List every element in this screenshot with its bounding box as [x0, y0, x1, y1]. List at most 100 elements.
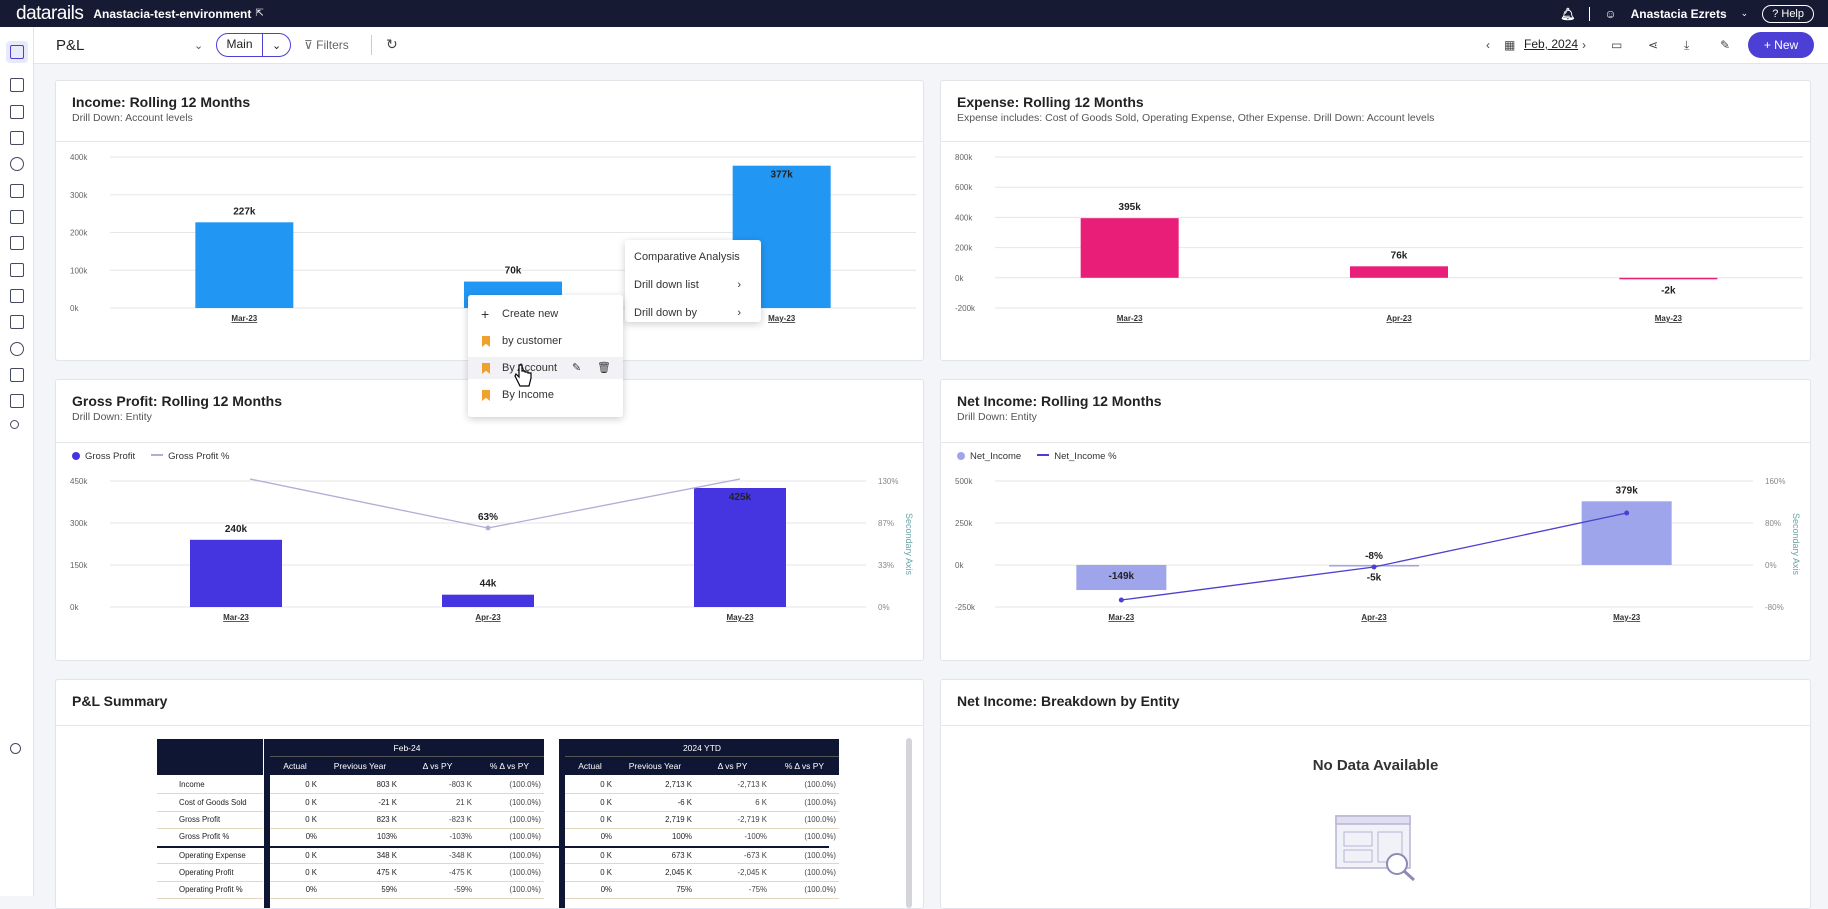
- saved-drill-item[interactable]: by customer: [468, 330, 623, 352]
- panel-title: Income: Rolling 12 Months: [72, 94, 251, 110]
- table-icon[interactable]: [10, 315, 24, 329]
- chevron-right-icon: ›: [737, 279, 741, 291]
- gear-icon[interactable]: [10, 342, 24, 356]
- saved-drill-item[interactable]: By Income: [468, 384, 623, 406]
- document-icon[interactable]: [10, 263, 24, 277]
- dollar-icon[interactable]: [10, 157, 24, 171]
- pencil-icon[interactable]: ✎: [572, 362, 582, 374]
- table-scrollbar[interactable]: [906, 738, 912, 908]
- column-divider: [559, 739, 565, 908]
- chart-bar[interactable]: [1080, 218, 1179, 278]
- comment-icon[interactable]: ▭: [1611, 38, 1623, 52]
- period-selector[interactable]: Feb, 2024: [1524, 37, 1579, 51]
- table-cell: 0 K: [270, 811, 320, 829]
- menu-item-comparative-analysis[interactable]: Comparative Analysis: [625, 246, 761, 268]
- table-cell: 103%: [320, 828, 400, 847]
- chart-bar[interactable]: [1076, 565, 1167, 591]
- table-cell: -75%: [695, 881, 770, 899]
- data-label: 425k: [729, 492, 752, 503]
- external-link-icon[interactable]: ⇱: [255, 8, 264, 19]
- chevron-left-icon[interactable]: ‹: [1486, 38, 1490, 52]
- menu-item-label: By Income: [502, 389, 554, 401]
- table-cell: -475 K: [400, 863, 475, 882]
- refresh-icon[interactable]: ↻: [386, 36, 398, 52]
- chart-bar[interactable]: [1350, 266, 1448, 278]
- menu-item-drill-down-by[interactable]: Drill down by ›: [625, 302, 761, 324]
- chevron-down-icon[interactable]: ⌄: [1740, 8, 1749, 18]
- saved-drill-item[interactable]: By Account ✎ 🗑︎: [468, 357, 623, 379]
- clipboard-icon[interactable]: [10, 105, 24, 119]
- presentation-icon[interactable]: [10, 236, 24, 250]
- legend-item[interactable]: Gross Profit %: [151, 451, 229, 462]
- page-title[interactable]: P&L: [56, 37, 85, 54]
- folder-icon[interactable]: [10, 131, 24, 145]
- table-cell: (100.0%): [770, 776, 839, 794]
- calendar-icon[interactable]: ▦: [1504, 38, 1516, 52]
- money-icon[interactable]: [10, 289, 24, 303]
- panel-subtitle: Expense includes: Cost of Goods Sold, Op…: [957, 112, 1435, 124]
- share-icon[interactable]: ⋖: [1648, 38, 1659, 52]
- y-tick-label: 400k: [955, 213, 973, 222]
- user-icon[interactable]: ☺: [1604, 6, 1617, 21]
- bell-icon[interactable]: 🔔︎: [1560, 6, 1576, 21]
- table-cell: (100.0%): [770, 828, 839, 847]
- legend-item[interactable]: Net_Income %: [1037, 451, 1117, 462]
- file-icon[interactable]: [10, 368, 24, 382]
- sidebar-active-highlight: [6, 41, 28, 63]
- no-data-message: No Data Available: [1312, 757, 1439, 774]
- table-cell: (100.0%): [475, 846, 544, 864]
- table-cell: 100%: [615, 828, 695, 847]
- chevron-down-icon[interactable]: ⌄: [272, 39, 282, 52]
- chart-bar[interactable]: [694, 488, 786, 607]
- y-tick-label: 0k: [70, 603, 79, 612]
- new-label: New: [1774, 38, 1799, 52]
- chart-bar[interactable]: [1619, 277, 1718, 280]
- home-icon[interactable]: [10, 78, 24, 92]
- chart-bar[interactable]: [442, 594, 534, 607]
- view-label[interactable]: Main: [217, 34, 263, 56]
- x-tick-label: Mar-23: [1117, 314, 1143, 323]
- bar-chart-icon[interactable]: [10, 210, 24, 224]
- dashboard-icon[interactable]: [10, 45, 24, 59]
- panel-divider: [56, 442, 923, 443]
- menu-item-drill-down-list[interactable]: Drill down list ›: [625, 274, 761, 296]
- data-label: 379k: [1616, 485, 1639, 496]
- table-cell: (100.0%): [475, 828, 544, 847]
- hierarchy-icon[interactable]: [10, 184, 24, 198]
- table-cell: -823 K: [400, 811, 475, 829]
- chart-bar[interactable]: [195, 222, 294, 308]
- legend-item[interactable]: Gross Profit: [72, 451, 135, 462]
- chevron-right-icon[interactable]: ›: [1582, 38, 1586, 52]
- grid-icon[interactable]: [10, 394, 24, 408]
- create-new-item[interactable]: + Create new: [468, 303, 623, 325]
- bookmark-icon: [482, 336, 490, 347]
- table-cell: (100.0%): [475, 811, 544, 829]
- table-row: 0 K -21 K 21 K (100.0%): [270, 793, 544, 812]
- edit-icon[interactable]: ✎: [1720, 38, 1731, 52]
- view-selector[interactable]: Main ⌄: [216, 33, 291, 57]
- key-icon[interactable]: [10, 420, 19, 429]
- data-label: 395k: [1119, 202, 1142, 213]
- trash-icon[interactable]: 🗑︎: [597, 362, 611, 374]
- filters-button[interactable]: ⊽ Filters: [304, 38, 349, 52]
- table-cell: 0%: [565, 828, 615, 847]
- chart-legend: Gross Profit Gross Profit %: [72, 451, 229, 462]
- help-button[interactable]: ? Help: [1762, 4, 1814, 23]
- column-header: Previous Year: [333, 761, 387, 771]
- legend-item[interactable]: Net_Income: [957, 451, 1021, 462]
- column-header-row: Actual Previous Year Δ vs PY % Δ vs PY: [270, 757, 544, 775]
- y2-tick-label: -80%: [1765, 603, 1784, 612]
- x-tick-label: Mar-23: [1108, 613, 1134, 622]
- row-label: Cost of Goods Sold: [157, 793, 263, 812]
- menu-item-label: Drill down list: [634, 279, 699, 291]
- chart-bar[interactable]: [190, 539, 282, 607]
- gross-profit-chart: 450k 300k 150k 0k 130% 87% 33% 0% Secondary Axis…: [70, 477, 914, 622]
- download-icon[interactable]: ⤓: [1684, 38, 1690, 52]
- chevron-down-icon[interactable]: ⌄: [194, 40, 204, 52]
- new-button[interactable]: + New: [1748, 32, 1814, 58]
- user-name[interactable]: Anastacia Ezrets: [1630, 6, 1727, 21]
- environment-name[interactable]: Anastacia-test-environment: [93, 6, 252, 21]
- datarails-logo[interactable]: datarails: [16, 2, 84, 24]
- lightbulb-icon[interactable]: [10, 743, 21, 754]
